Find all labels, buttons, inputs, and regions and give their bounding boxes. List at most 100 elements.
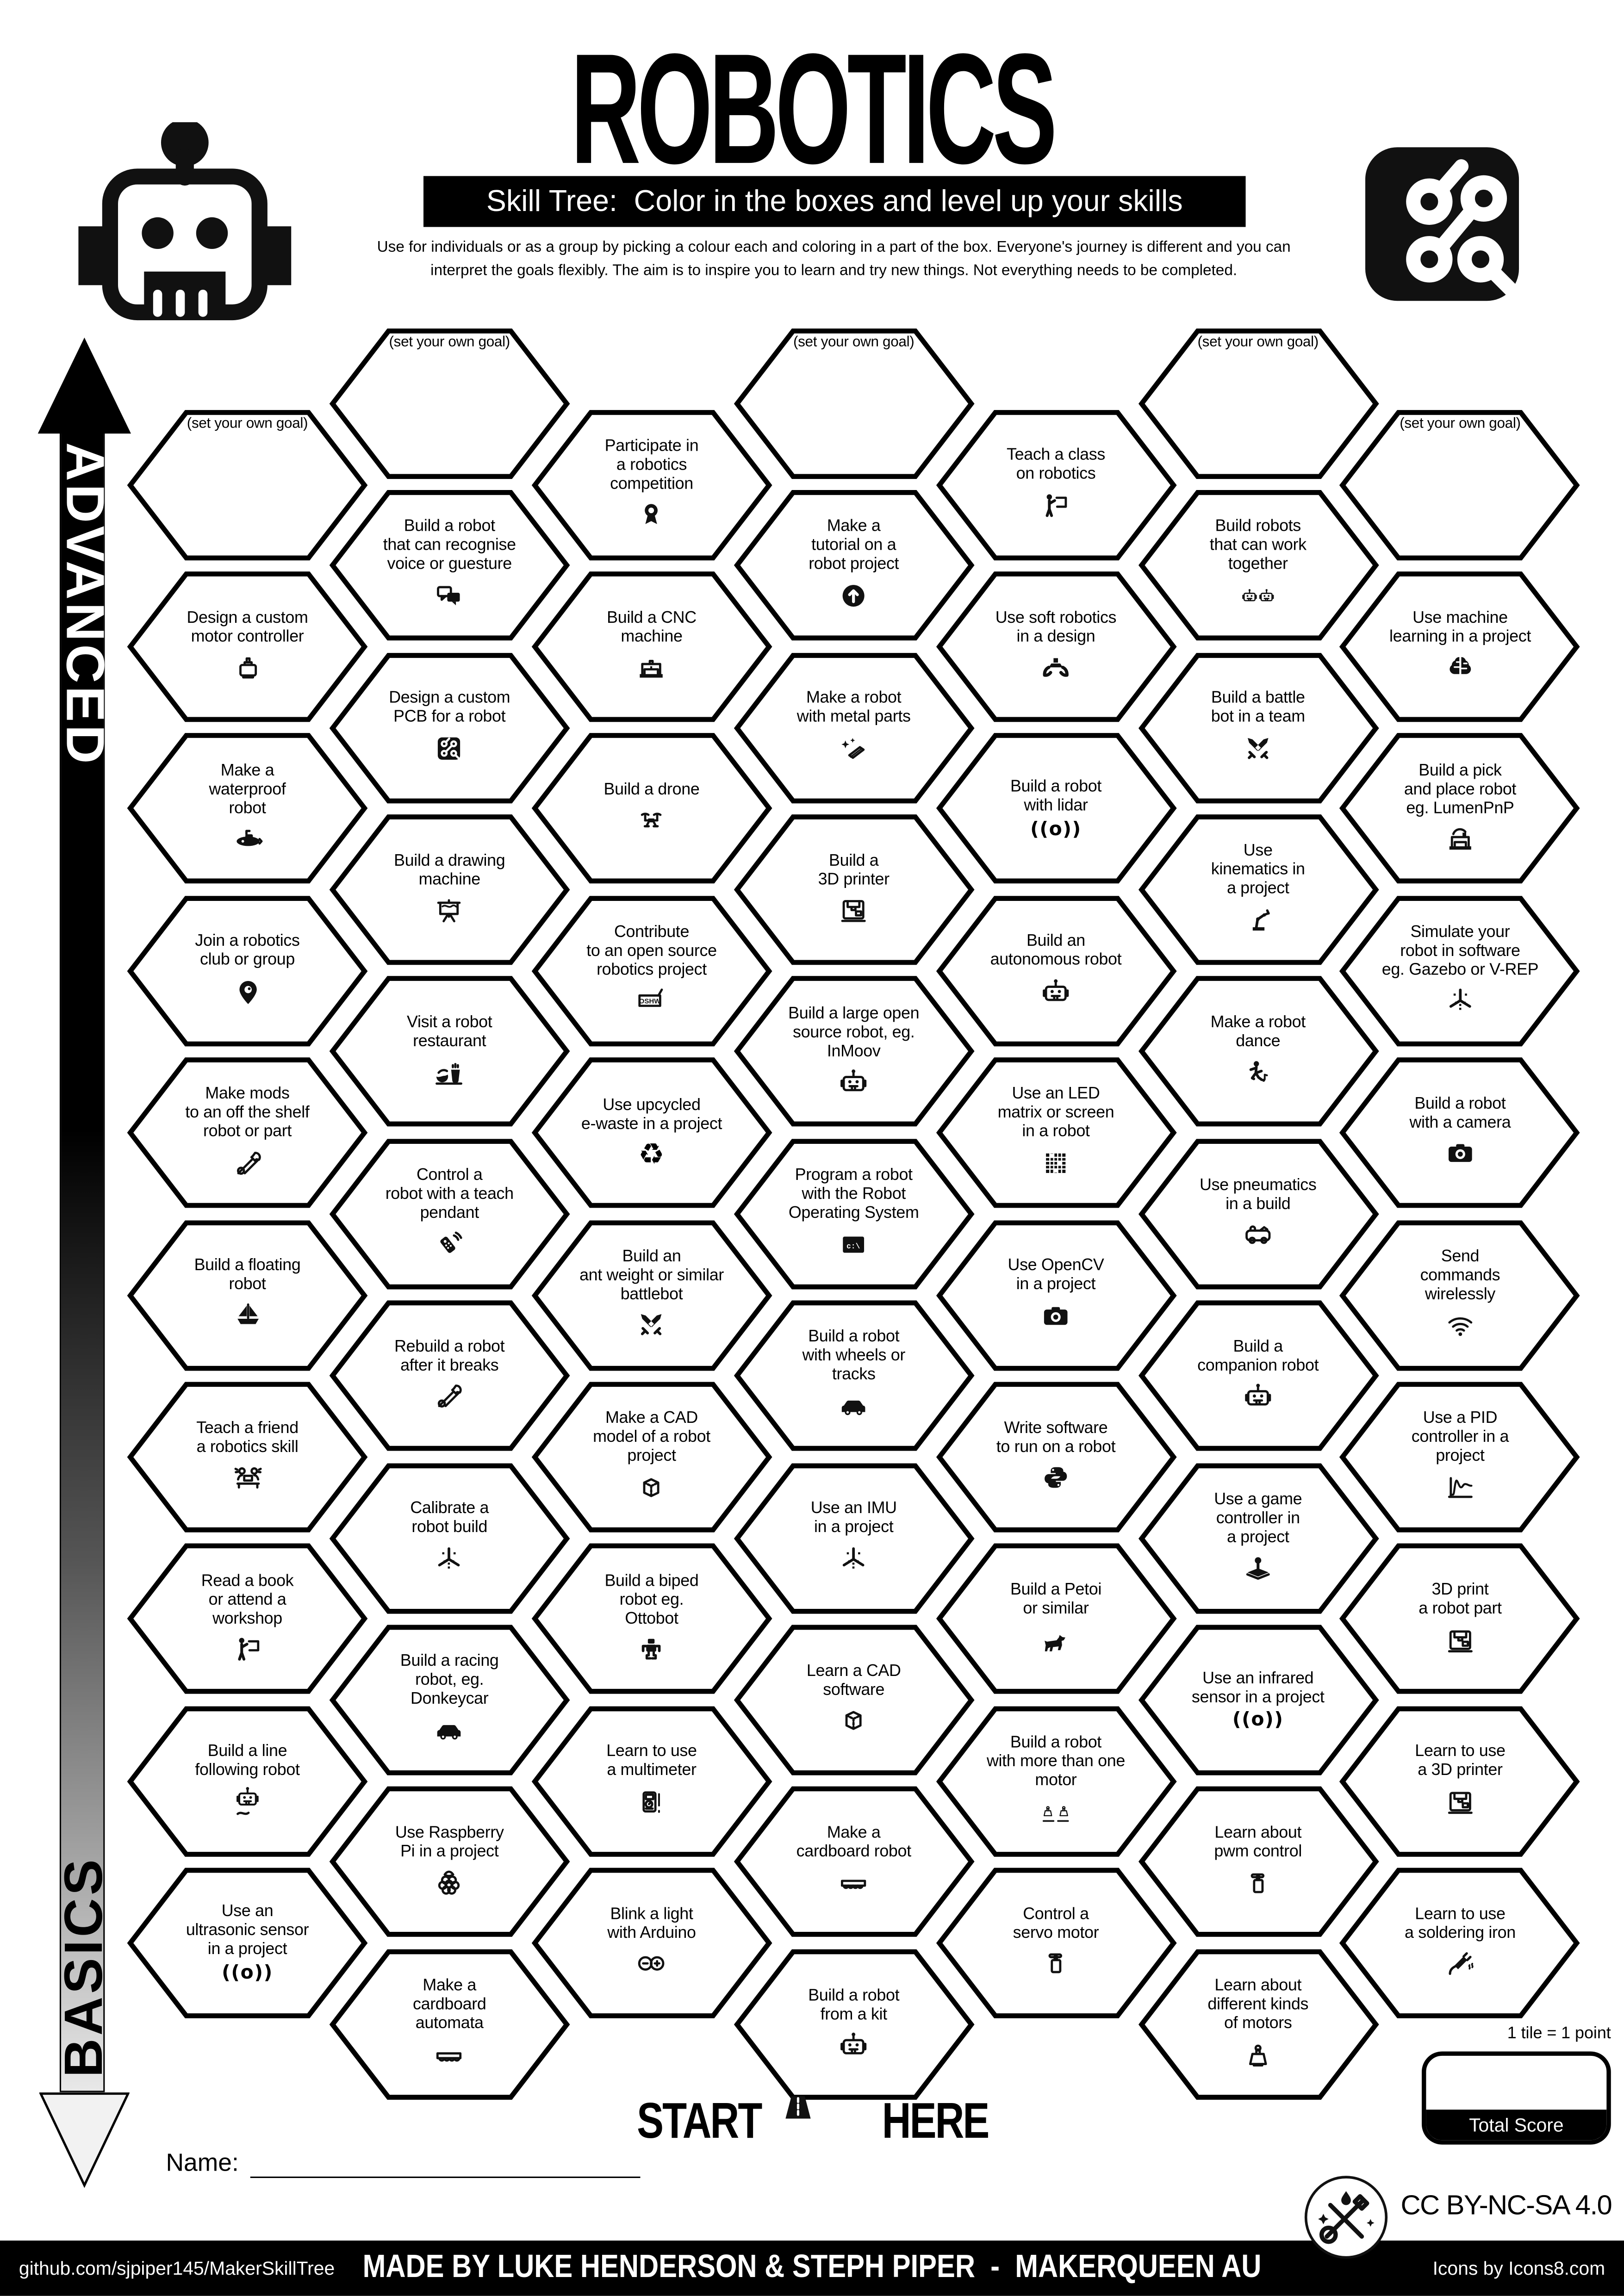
servo-icon [1039, 1947, 1072, 1980]
skill-tile[interactable]: Build a drone [531, 732, 772, 885]
skill-tile-label: Build a drone [604, 781, 700, 798]
skill-tile[interactable]: Make a waterproof robot [127, 732, 368, 885]
skill-tile[interactable]: Use an LED matrix or screen in a robot [935, 1056, 1177, 1209]
skill-tile[interactable]: Build a racing robot, eg. Donkeycar [329, 1624, 570, 1776]
remote-control-icon [433, 1227, 466, 1260]
skill-tile-label: Build a line following robot [195, 1744, 300, 1780]
skill-tile[interactable]: Learn a CAD software [733, 1624, 975, 1776]
skill-tile[interactable]: Use kinematics in a project [1137, 813, 1379, 966]
skill-tile[interactable]: Program a robot with the Robot Operating… [733, 1137, 975, 1290]
skill-tile-label: (set your own goal) [1197, 334, 1319, 351]
skill-tile[interactable]: Teach a class on robotics [935, 408, 1177, 561]
skill-tile[interactable]: Use a PID controller in a project [1339, 1381, 1581, 1533]
skill-tile[interactable]: Build a pick and place robot eg. LumenPn… [1339, 732, 1581, 885]
skill-tile[interactable]: Control a robot with a teach pendant [329, 1137, 570, 1290]
skill-tile[interactable]: Send commands wirelessly [1339, 1218, 1581, 1371]
skill-tile[interactable]: Make a robot dance [1137, 975, 1379, 1128]
skill-tile[interactable]: 3D print a robot part [1339, 1543, 1581, 1695]
skill-tile[interactable]: Learn to use a soldering iron [1339, 1867, 1581, 2019]
skill-tile-label: Simulate your robot in software eg. Gaze… [1381, 924, 1539, 979]
skill-tile[interactable]: Use upcycled e-waste in a project ♻ [531, 1056, 772, 1209]
skill-tile[interactable]: Participate in a robotics competition [531, 408, 772, 561]
skill-tile[interactable]: Visit a robot restaurant [329, 975, 570, 1128]
goal-tile[interactable]: (set your own goal) [1339, 408, 1581, 561]
skill-tile[interactable]: Use an IMU in a project [733, 1462, 975, 1614]
goal-tile[interactable]: (set your own goal) [329, 327, 570, 480]
easel-icon [433, 894, 466, 927]
cnc-machine-icon [635, 651, 668, 684]
name-input-line[interactable] [250, 2153, 641, 2178]
skill-tile[interactable]: Build a CNC machine [531, 570, 772, 723]
skill-tile[interactable]: Make a cardboard robot [733, 1786, 975, 1938]
skill-tile[interactable]: Design a custom motor controller [127, 570, 368, 723]
skill-tile[interactable]: Build a biped robot eg. Ottobot [531, 1543, 772, 1695]
skill-tile[interactable]: Make mods to an off the shelf robot or p… [127, 1056, 368, 1209]
arrow-down-icon [39, 2092, 130, 2188]
circuit-logo-icon [1362, 138, 1522, 310]
total-score-label: Total Score [1426, 2110, 1607, 2141]
skill-tile[interactable]: Build a floating robot [127, 1218, 368, 1371]
skill-tile[interactable]: Build robots that can work together [1137, 489, 1379, 642]
printer-3d-icon [1444, 1785, 1477, 1818]
skill-tile[interactable]: Make a robot with metal parts [733, 651, 975, 804]
total-score-box[interactable]: Total Score [1421, 2051, 1611, 2145]
skill-tile[interactable]: Write software to run on a robot [935, 1381, 1177, 1533]
skill-tile[interactable]: Use Raspberry Pi in a project [329, 1786, 570, 1938]
skill-tile[interactable]: Design a custom PCB for a robot [329, 651, 570, 804]
skill-tile-label: Calibrate a robot build [410, 1500, 489, 1537]
arrow-up-icon [37, 337, 131, 434]
skill-tile[interactable]: Build a robot with lidar ((o)) [935, 732, 1177, 885]
skill-tile[interactable]: Join a robotics club or group [127, 894, 368, 1047]
skill-tile-label: Teach a friend a robotics skill [196, 1419, 299, 1456]
tools-icon [433, 1380, 466, 1413]
skill-tile[interactable]: Control a servo motor [935, 1867, 1177, 2019]
skill-tile-label: Participate in a robotics competition [604, 437, 699, 493]
skill-tile[interactable]: Build a line following robot [127, 1705, 368, 1857]
skill-tile[interactable]: Build a battle bot in a team [1137, 651, 1379, 804]
skill-tile[interactable]: Build a large open source robot, eg. InM… [733, 975, 975, 1128]
skill-tile[interactable]: Use OpenCV in a project [935, 1218, 1177, 1371]
skill-tile-label: Build a racing robot, eg. Donkeycar [400, 1653, 499, 1709]
skill-tile[interactable]: Build a 3D printer [733, 813, 975, 966]
skill-tile[interactable]: Read a book or attend a workshop [127, 1543, 368, 1695]
skill-tile[interactable]: Use soft robotics in a design [935, 570, 1177, 723]
skill-tile[interactable]: Build a robot with a camera [1339, 1056, 1581, 1209]
skill-tile[interactable]: Use a game controller in a project [1137, 1462, 1379, 1614]
skill-tile[interactable]: Make a CAD model of a robot project [531, 1381, 772, 1533]
skill-tile[interactable]: Blink a light with Arduino [531, 1867, 772, 2019]
skill-tile[interactable]: Build an ant weight or similar battlebot [531, 1218, 772, 1371]
skill-tile[interactable]: Make a cardboard automata [329, 1948, 570, 2101]
skill-tile[interactable]: Build a robot with wheels or tracks [733, 1299, 975, 1452]
goal-tile[interactable]: (set your own goal) [127, 408, 368, 561]
skill-tile[interactable]: Use an infrared sensor in a project ((o)) [1137, 1624, 1379, 1776]
skill-tile[interactable]: Build an autonomous robot [935, 894, 1177, 1047]
skill-tile[interactable]: Build a companion robot [1137, 1299, 1379, 1452]
skill-tile[interactable]: Build a robot that can recognise voice o… [329, 489, 570, 642]
skill-tile[interactable]: Build a robot with more than one motor [935, 1705, 1177, 1857]
skill-tile-label: Make mods to an off the shelf robot or p… [185, 1086, 310, 1142]
skill-tile[interactable]: Learn about pwm control [1137, 1786, 1379, 1938]
skill-tile[interactable]: Build a robot from a kit [733, 1948, 975, 2101]
skill-tile[interactable]: Learn to use a 3D printer [1339, 1705, 1581, 1857]
skill-tile-label: Design a custom PCB for a robot [389, 690, 510, 727]
skill-tile[interactable]: Make a tutorial on a robot project [733, 489, 975, 642]
skill-tile[interactable]: Simulate your robot in software eg. Gaze… [1339, 894, 1581, 1047]
skill-tile[interactable]: Build a drawing machine [329, 813, 570, 966]
python-icon [1039, 1461, 1072, 1494]
skill-tile-label: Build a robot from a kit [808, 1986, 900, 2023]
skill-tile[interactable]: Rebuild a robot after it breaks [329, 1299, 570, 1452]
goal-tile[interactable]: (set your own goal) [733, 327, 975, 480]
skill-tile[interactable]: Build a Petoi or similar [935, 1543, 1177, 1695]
skill-tile[interactable]: Learn to use a multimeter [531, 1705, 772, 1857]
skill-tile[interactable]: Contribute to an open source robotics pr… [531, 894, 772, 1047]
skill-tile[interactable]: Use pneumatics in a build [1137, 1137, 1379, 1290]
skill-tile[interactable]: Learn about different kinds of motors [1137, 1948, 1379, 2101]
skill-tile[interactable]: Teach a friend a robotics skill [127, 1381, 368, 1533]
goal-tile[interactable]: (set your own goal) [1137, 327, 1379, 480]
skill-tile[interactable]: Use machine learning in a project [1339, 570, 1581, 723]
soldering-iron-icon [1444, 1947, 1477, 1980]
difficulty-axis: ADVANCED BASICS [37, 337, 131, 2188]
dancer-icon [1241, 1056, 1275, 1089]
skill-tile[interactable]: Use an ultrasonic sensor in a project ((o… [127, 1867, 368, 2019]
skill-tile[interactable]: Calibrate a robot build [329, 1462, 570, 1614]
